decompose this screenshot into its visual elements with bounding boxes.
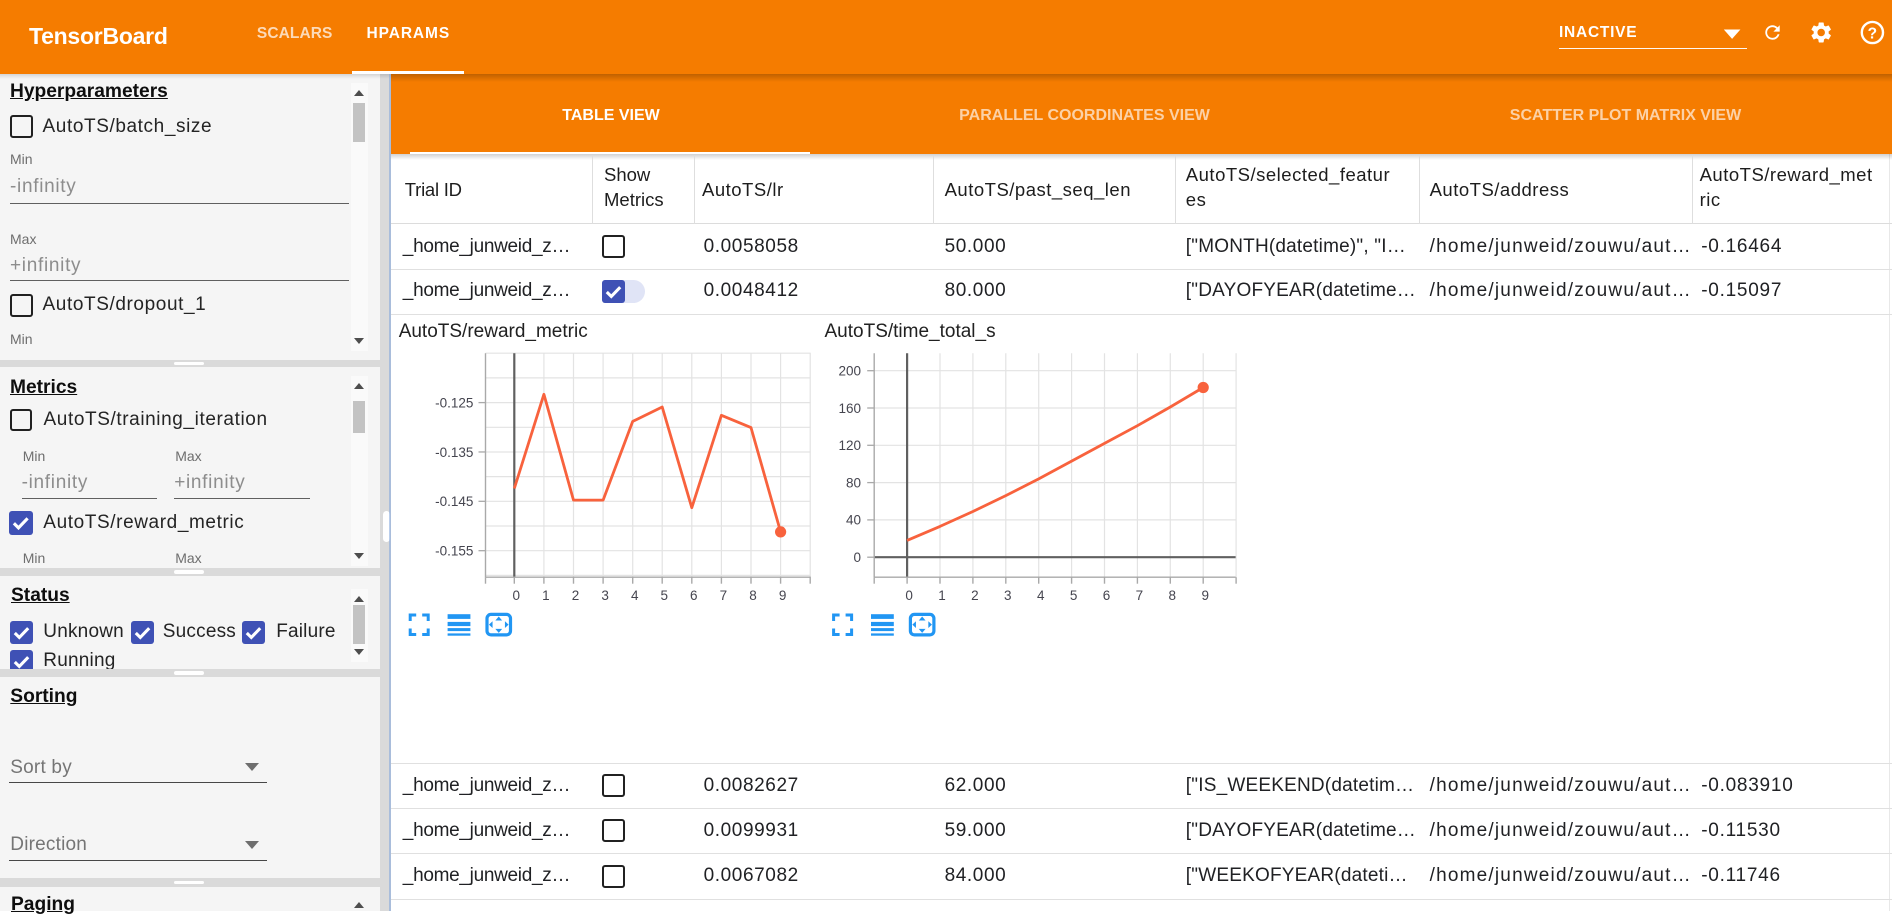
svg-text:3: 3 — [601, 588, 609, 603]
svg-text:0: 0 — [513, 588, 521, 603]
svg-text:4: 4 — [1037, 588, 1045, 603]
svg-text:8: 8 — [749, 588, 757, 603]
svg-text:80: 80 — [846, 475, 861, 490]
svg-text:7: 7 — [720, 588, 728, 603]
svg-text:200: 200 — [838, 364, 861, 379]
svg-text:1: 1 — [542, 588, 550, 603]
svg-text:0: 0 — [905, 588, 913, 603]
svg-text:-0.135: -0.135 — [435, 445, 473, 460]
svg-text:160: 160 — [838, 401, 861, 416]
svg-text:0: 0 — [853, 550, 861, 565]
svg-text:2: 2 — [572, 588, 580, 603]
svg-text:9: 9 — [1201, 588, 1209, 603]
svg-text:8: 8 — [1169, 588, 1177, 603]
svg-text:5: 5 — [1070, 588, 1078, 603]
svg-text:4: 4 — [631, 588, 639, 603]
svg-text:3: 3 — [1004, 588, 1012, 603]
svg-text:5: 5 — [660, 588, 668, 603]
svg-text:-0.155: -0.155 — [435, 543, 473, 558]
svg-text:1: 1 — [938, 588, 946, 603]
svg-text:6: 6 — [690, 588, 698, 603]
svg-text:2: 2 — [971, 588, 979, 603]
svg-text:?: ? — [1868, 25, 1877, 42]
svg-text:120: 120 — [838, 438, 861, 453]
svg-text:7: 7 — [1136, 588, 1144, 603]
svg-text:6: 6 — [1103, 588, 1111, 603]
svg-text:-0.145: -0.145 — [435, 494, 473, 509]
svg-text:40: 40 — [846, 513, 861, 528]
svg-text:9: 9 — [779, 588, 787, 603]
svg-text:-0.125: -0.125 — [435, 395, 473, 410]
